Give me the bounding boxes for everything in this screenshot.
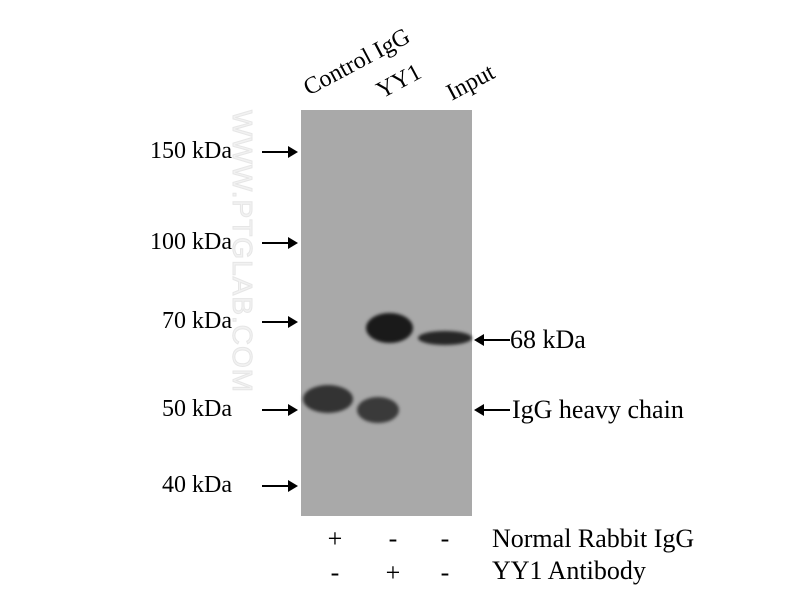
band-label-68kda: 68 kDa <box>510 325 586 354</box>
band-yy1-68kda <box>366 313 413 343</box>
western-blot-membrane <box>301 110 472 516</box>
band-arrow-icon <box>474 334 510 346</box>
marker-arrow-icon <box>262 480 298 492</box>
watermark: WWW.PTGLAB.COM <box>227 110 259 394</box>
condition-label-normal-rabbit-igg: Normal Rabbit IgG <box>492 524 695 553</box>
marker-arrow-icon <box>262 237 298 249</box>
sign-ab-lane2: + <box>385 558 401 587</box>
marker-150: 150 kDa <box>150 138 232 164</box>
band-label-igg-heavy-chain: IgG heavy chain <box>512 395 684 424</box>
marker-arrow-icon <box>262 316 298 328</box>
sign-ab-lane3: - <box>440 558 450 587</box>
marker-arrow-icon <box>262 146 298 158</box>
marker-100: 100 kDa <box>150 229 232 255</box>
lane-label-yy1: YY1 <box>372 59 426 105</box>
marker-50: 50 kDa <box>162 396 232 422</box>
sign-igg-lane3: - <box>440 524 450 553</box>
sign-igg-lane1: + <box>327 524 343 553</box>
marker-40: 40 kDa <box>162 472 232 498</box>
marker-arrow-icon <box>262 404 298 416</box>
band-yy1-heavy-chain <box>357 397 399 423</box>
condition-label-yy1-antibody: YY1 Antibody <box>492 556 646 585</box>
band-arrow-icon <box>474 404 510 416</box>
marker-70: 70 kDa <box>162 308 232 334</box>
sign-igg-lane2: - <box>388 524 398 553</box>
sign-ab-lane1: - <box>330 558 340 587</box>
band-control-igg-heavy-chain <box>303 385 353 413</box>
band-input-68kda <box>418 331 472 345</box>
lane-label-input: Input <box>442 59 500 107</box>
